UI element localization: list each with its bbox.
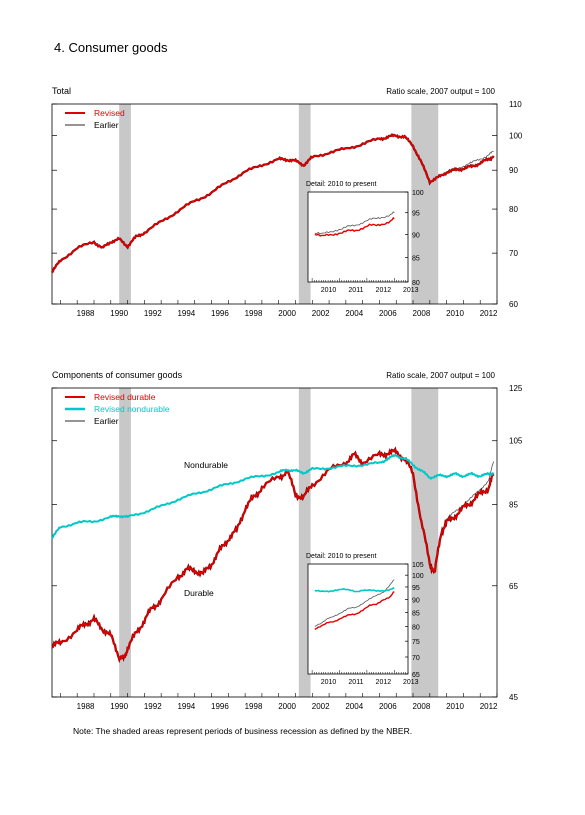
y-tick-label: 110 — [509, 100, 522, 109]
inset-title: Detail: 2010 to present — [306, 553, 376, 560]
x-tick-label: 1996 — [211, 309, 229, 318]
x-tick-label: 1988 — [77, 702, 95, 711]
recession-band — [298, 104, 311, 304]
series-line-revised — [314, 217, 395, 237]
y-tick-label: 80 — [509, 205, 518, 214]
x-tick-label: 2010 — [321, 287, 337, 294]
x-tick-label: 2011 — [348, 679, 363, 686]
y-tick-label: 80 — [412, 280, 420, 287]
x-tick-label: 1996 — [211, 702, 229, 711]
y-tick-label: 100 — [509, 131, 523, 140]
x-tick-label: 2002 — [312, 309, 330, 318]
inset-chart: Detail: 2010 to present 65 70 75 80 85 90 95 100… — [306, 553, 424, 686]
label-nondurable: Nondurable — [184, 460, 228, 470]
series-line-earlier — [314, 579, 395, 627]
y-tick-label: 45 — [509, 693, 518, 702]
y-tick-label: 80 — [412, 624, 420, 631]
x-tick-label: 2006 — [379, 702, 397, 711]
y-tick-label: 90 — [509, 166, 518, 175]
x-tick-label: 1998 — [245, 309, 263, 318]
footnote: Note: The shaded areas represent periods… — [73, 726, 413, 736]
x-tick-label: 2010 — [446, 702, 464, 711]
inset-frame — [307, 563, 409, 675]
x-tick-label: 2013 — [403, 287, 419, 294]
x-tick-label: 2013 — [403, 679, 419, 686]
y-tick-label: 125 — [509, 384, 523, 393]
chart-title: Total — [52, 86, 71, 96]
x-tick-label: 1992 — [144, 702, 162, 711]
x-tick-label: 2000 — [278, 702, 296, 711]
series-line-earlier — [446, 461, 494, 520]
recession-band — [119, 388, 131, 697]
x-tick-label: 2008 — [413, 309, 431, 318]
legend-label-earlier: Earlier — [94, 120, 119, 130]
series-line-revised-nondurable — [314, 587, 395, 593]
chart-title: Components of consumer goods — [52, 370, 183, 380]
inset-title: Detail: 2010 to present — [306, 181, 376, 188]
x-tick-label: 2010 — [446, 309, 464, 318]
scale-note: Ratio scale, 2007 output = 100 — [386, 371, 495, 380]
y-tick-label: 95 — [412, 585, 420, 592]
x-tick-label: 2004 — [345, 309, 363, 318]
series-line-revised — [51, 133, 495, 273]
y-tick-label: 105 — [412, 562, 424, 569]
y-tick-label: 60 — [509, 300, 518, 309]
x-tick-label: 2012 — [480, 702, 498, 711]
plot-frame — [51, 103, 498, 305]
legend-label-earlier: Earlier — [94, 416, 119, 426]
x-tick-label: 2011 — [348, 287, 363, 294]
y-tick-label: 65 — [412, 672, 420, 679]
x-tick-label: 2006 — [379, 309, 397, 318]
x-tick-label: 1998 — [245, 702, 263, 711]
components-chart: Components of consumer goods Ratio scale,… — [51, 370, 523, 711]
x-tick-label: 1994 — [177, 702, 195, 711]
y-tick-label: 90 — [412, 232, 420, 239]
x-tick-label: 2004 — [345, 702, 363, 711]
x-tick-label: 2002 — [312, 702, 330, 711]
y-tick-label: 85 — [509, 501, 518, 510]
y-tick-label: 70 — [412, 655, 420, 662]
y-tick-label: 65 — [509, 582, 518, 591]
scale-note: Ratio scale, 2007 output = 100 — [386, 87, 495, 96]
y-tick-label: 85 — [412, 610, 420, 617]
legend-label-revised: Revised — [94, 108, 125, 118]
x-tick-label: 1990 — [110, 309, 128, 318]
legend-label-revised-nondurable: Revised nondurable — [94, 404, 170, 414]
x-tick-label: 2012 — [376, 679, 392, 686]
recession-band — [411, 104, 439, 304]
y-tick-label: 105 — [509, 437, 523, 446]
series-line-revised-nondurable — [51, 454, 495, 540]
x-tick-label: 1988 — [77, 309, 95, 318]
x-tick-label: 1992 — [144, 309, 162, 318]
y-tick-label: 100 — [412, 573, 424, 580]
label-durable: Durable — [184, 588, 214, 598]
y-tick-label: 75 — [412, 639, 420, 646]
y-tick-label: 85 — [412, 256, 420, 263]
page-title: 4. Consumer goods — [54, 40, 168, 55]
inset-chart: Detail: 2010 to present 80 85 90 95 100 2010 20… — [306, 181, 424, 294]
series-line-earlier — [314, 211, 395, 235]
series-line-revised-durable — [314, 591, 395, 630]
series-line-revised-durable — [51, 448, 495, 661]
recession-band — [298, 388, 311, 697]
y-tick-label: 90 — [412, 597, 420, 604]
y-tick-label: 100 — [412, 190, 424, 197]
x-tick-label: 2000 — [278, 309, 296, 318]
y-tick-label: 95 — [412, 211, 420, 218]
recession-band — [119, 104, 131, 304]
x-tick-label: 1994 — [177, 309, 195, 318]
x-tick-label: 2012 — [480, 309, 498, 318]
legend-label-revised-durable: Revised durable — [94, 392, 156, 402]
x-tick-label: 2008 — [413, 702, 431, 711]
inset-frame — [307, 191, 409, 283]
plot-frame — [51, 387, 498, 698]
total-chart: Total Ratio scale, 2007 output = 100 60 70 8… — [51, 86, 523, 318]
y-tick-label: 70 — [509, 249, 518, 258]
x-tick-label: 2010 — [321, 679, 337, 686]
x-tick-label: 1990 — [110, 702, 128, 711]
x-tick-label: 2012 — [376, 287, 392, 294]
